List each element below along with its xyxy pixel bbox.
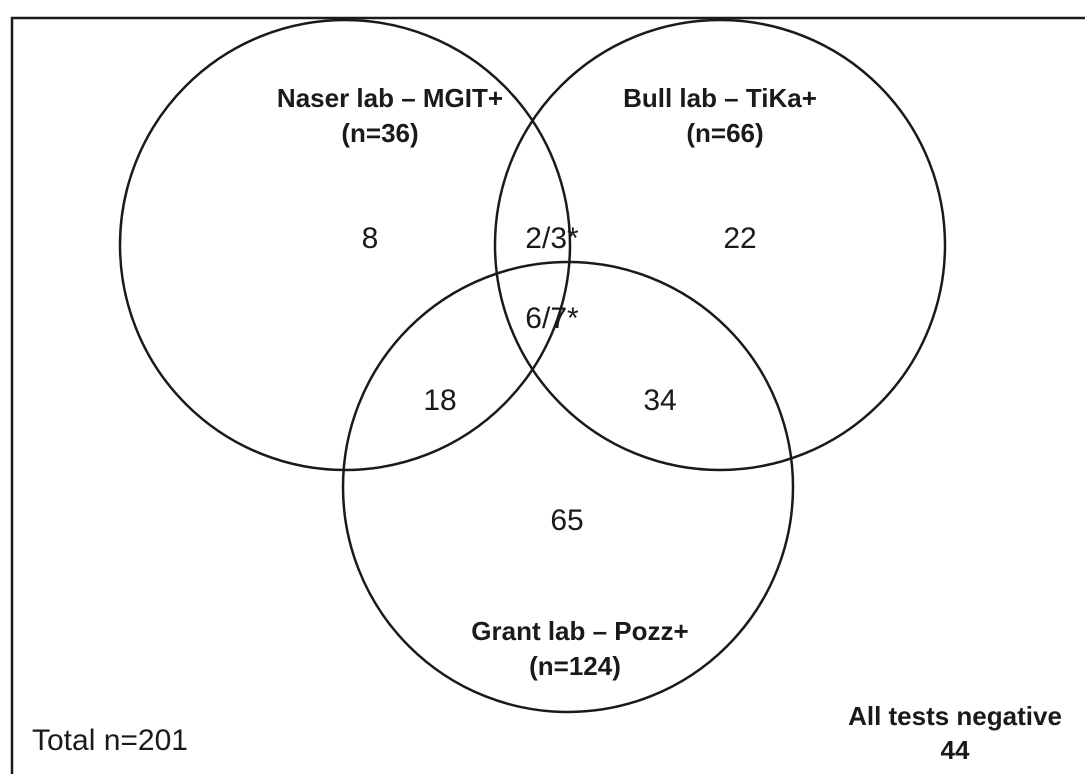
set-count: (n=36) — [341, 118, 418, 148]
naser-circle — [118, 18, 572, 472]
region-count: 2/3* — [525, 222, 579, 255]
set-count: (n=66) — [686, 118, 763, 148]
set-count: (n=124) — [529, 651, 621, 681]
negative-label: All tests negative — [848, 701, 1062, 731]
region-count: 6/7* — [525, 302, 579, 335]
region-count: 34 — [643, 384, 676, 417]
region-count: 8 — [362, 222, 379, 255]
set-name: Naser lab – MGIT+ — [277, 83, 503, 113]
negative-count: 44 — [941, 735, 970, 765]
region-count: 22 — [723, 222, 756, 255]
set-name: Grant lab – Pozz+ — [471, 616, 688, 646]
grant-circle — [341, 260, 795, 714]
region-count: 18 — [423, 384, 456, 417]
region-count: 65 — [550, 504, 583, 537]
set-name: Bull lab – TiKa+ — [623, 83, 817, 113]
bull-circle — [493, 18, 947, 472]
frame — [10, 16, 1085, 774]
total: Total n=201 — [32, 724, 188, 757]
